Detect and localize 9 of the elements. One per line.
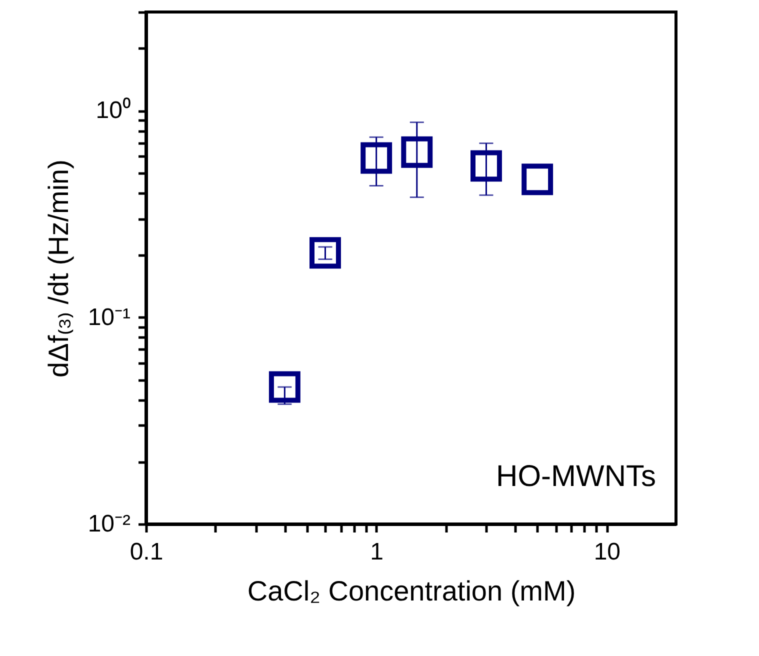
y-axis-title: dΔf₍₃₎ /dt (Hz/min) [42,160,74,378]
annotation: HO-MWNTs [496,460,656,493]
x-axis-title: CaCl₂ Concentration (mM) [247,576,576,606]
x-tick-label: 1 [370,538,384,566]
y-tick-label: 10⁰ [96,97,130,124]
x-tick-label: 10 [594,538,621,566]
y-tick-label: 10⁻² [88,510,131,538]
y-tick-label: 10⁻¹ [88,304,131,331]
x-tick-label: 0.1 [130,538,164,566]
